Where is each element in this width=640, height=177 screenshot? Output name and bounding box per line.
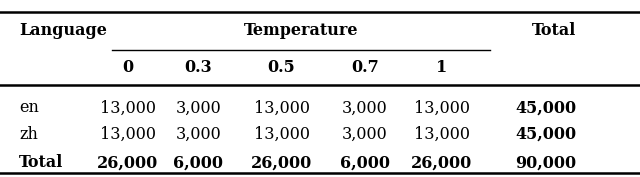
Text: 13,000: 13,000 <box>253 126 310 143</box>
Text: 45,000: 45,000 <box>515 126 576 143</box>
Text: 6,000: 6,000 <box>340 154 390 171</box>
Text: 90,000: 90,000 <box>515 154 576 171</box>
Text: Total: Total <box>19 154 63 171</box>
Text: 3,000: 3,000 <box>342 126 388 143</box>
Text: 13,000: 13,000 <box>100 99 156 116</box>
Text: 0.3: 0.3 <box>184 59 212 76</box>
Text: 0.5: 0.5 <box>268 59 296 76</box>
Text: 13,000: 13,000 <box>413 99 470 116</box>
Text: 0: 0 <box>122 59 134 76</box>
Text: 3,000: 3,000 <box>342 99 388 116</box>
Text: 45,000: 45,000 <box>515 99 576 116</box>
Text: en: en <box>19 99 39 116</box>
Text: 13,000: 13,000 <box>413 126 470 143</box>
Text: 26,000: 26,000 <box>251 154 312 171</box>
Text: Temperature: Temperature <box>244 22 358 39</box>
Text: 26,000: 26,000 <box>411 154 472 171</box>
Text: Language: Language <box>19 22 107 39</box>
Text: 3,000: 3,000 <box>175 126 221 143</box>
Text: 1: 1 <box>436 59 447 76</box>
Text: 0.7: 0.7 <box>351 59 379 76</box>
Text: 13,000: 13,000 <box>253 99 310 116</box>
Text: 13,000: 13,000 <box>100 126 156 143</box>
Text: 26,000: 26,000 <box>97 154 159 171</box>
Text: 3,000: 3,000 <box>175 99 221 116</box>
Text: 6,000: 6,000 <box>173 154 223 171</box>
Text: zh: zh <box>19 126 38 143</box>
Text: Total: Total <box>532 22 576 39</box>
